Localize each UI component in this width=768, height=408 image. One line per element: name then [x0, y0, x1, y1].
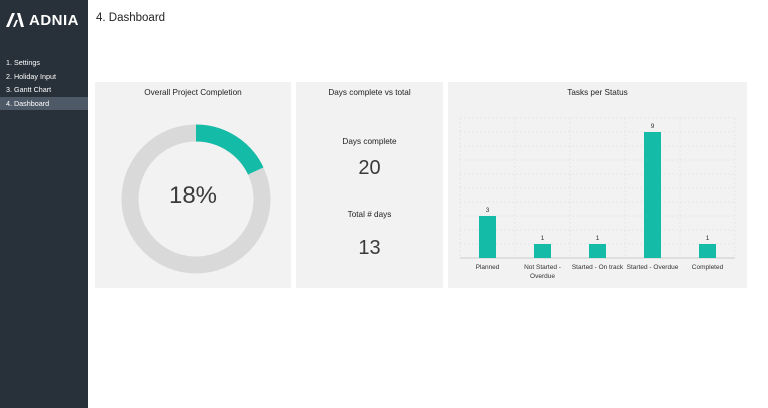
- donut-progress: [121, 124, 271, 274]
- bar-value-label: 3: [486, 207, 490, 214]
- sidebar: ADNIA 1. Settings 2. Holiday Input 3. Ga…: [0, 0, 88, 408]
- days-title: Days complete vs total: [328, 88, 411, 97]
- bar-value-label: 9: [651, 123, 655, 130]
- completion-donut: [121, 124, 271, 274]
- total-days-value: 13: [358, 237, 381, 259]
- logo-text: ADNIA: [29, 11, 79, 29]
- sidebar-item-dashboard[interactable]: 4. Dashboard: [0, 96, 88, 110]
- bar-2: [534, 244, 551, 258]
- x-tick-label: Completed: [692, 264, 724, 271]
- sidebar-item-settings[interactable]: 1. Settings: [6, 58, 40, 67]
- bar-4: [644, 132, 661, 258]
- sidebar-nav: 1. Settings 2. Holiday Input 3. Gantt Ch…: [0, 56, 88, 110]
- tasks-panel: Tasks per Status 3 Planned 1 Not Started - O…: [448, 82, 747, 288]
- bar-5: [699, 244, 716, 258]
- tasks-title: Tasks per Status: [567, 88, 628, 97]
- page-title: 4. Dashboard: [96, 12, 166, 24]
- completion-panel: Overall Project Completion 18%: [95, 82, 291, 288]
- bar-value-label: 1: [541, 235, 545, 242]
- sidebar-item-holiday-input[interactable]: 2. Holiday Input: [6, 71, 56, 81]
- sidebar-item-gantt-chart[interactable]: 3. Gantt Chart: [6, 85, 52, 94]
- logo[interactable]: ADNIA: [6, 11, 79, 29]
- days-complete-label: Days complete: [342, 137, 397, 146]
- x-tick-label: Not Started -: [524, 264, 561, 271]
- tasks-chart: 3 Planned 1 Not Started - Overdue 1 Started - …: [459, 117, 736, 280]
- bar-3: [589, 244, 606, 258]
- completion-title: Overall Project Completion: [144, 88, 242, 97]
- days-complete-value: 20: [358, 157, 381, 179]
- x-tick-label: Started - Overdue: [627, 264, 679, 271]
- bar-value-label: 1: [596, 235, 600, 242]
- adnia-logo-icon: [6, 13, 24, 27]
- completion-percent: 18%: [168, 182, 218, 209]
- bar-1: [479, 216, 496, 258]
- x-tick-label: Overdue: [530, 273, 555, 280]
- total-days-label: Total # days: [347, 210, 392, 219]
- x-tick-label: Started - On track: [572, 264, 624, 271]
- x-tick-label: Planned: [476, 264, 500, 271]
- bar-value-label: 1: [706, 235, 710, 242]
- days-panel: Days complete vs total Days complete 20 …: [296, 82, 443, 288]
